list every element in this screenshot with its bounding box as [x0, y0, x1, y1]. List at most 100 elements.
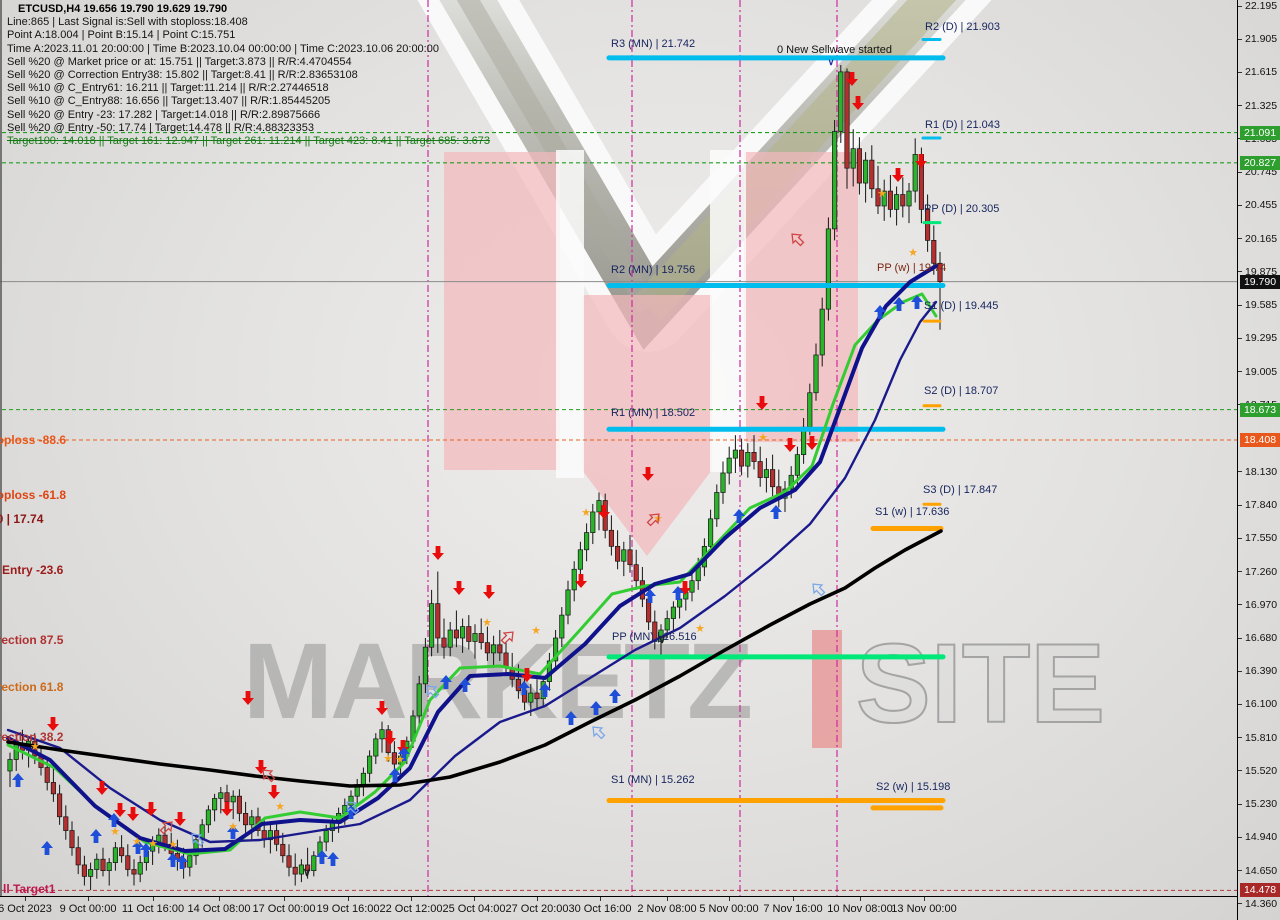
time-axis[interactable]: 6 Oct 2023 9 Oct 00:00 11 Oct 16:00 14 Oct …	[0, 896, 1237, 920]
price-tick	[1238, 770, 1242, 772]
candle-body	[373, 738, 379, 757]
hollow-arrow-icon	[426, 685, 440, 699]
candle-body	[305, 864, 311, 872]
candle-body	[267, 830, 273, 841]
candle-body	[131, 869, 137, 875]
price-tick	[1238, 171, 1242, 173]
time-tick-label: 6 Oct 2023	[0, 903, 52, 915]
sell-arrow-icon	[96, 781, 108, 795]
time-tick-label: 7 Nov 16:00	[763, 903, 823, 915]
price-tick-label: 16.390	[1245, 665, 1278, 678]
swing-check-icon: ∨	[658, 632, 667, 646]
candle-body	[63, 816, 69, 831]
price-tick	[1238, 105, 1242, 107]
candle-body	[559, 614, 565, 639]
buy-arrow-icon	[873, 305, 886, 319]
pivot-level-lines	[606, 37, 946, 811]
price-tick	[1238, 670, 1242, 672]
candle-body	[497, 644, 503, 654]
price-tick	[1238, 504, 1242, 506]
price-tick	[1238, 803, 1242, 805]
buy-arrow-icon	[12, 773, 25, 787]
candle-body	[844, 71, 850, 169]
candle-body	[664, 618, 670, 631]
candle-body	[726, 457, 732, 474]
candle-body	[528, 692, 534, 703]
candle-body	[466, 626, 472, 642]
sell-arrow-icon	[384, 731, 396, 745]
buy-arrow-icon	[732, 509, 745, 523]
candle-body	[931, 240, 937, 264]
price-tick-label: 17.550	[1245, 532, 1278, 545]
price-badge: 19.790	[1240, 274, 1280, 289]
candle-body	[230, 795, 236, 803]
candle-body	[863, 159, 869, 184]
candle-body	[670, 606, 676, 619]
candle-body	[323, 830, 329, 843]
candle-body	[7, 759, 13, 772]
candle-body	[577, 549, 583, 570]
logo-watermark	[417, 0, 992, 556]
price-tick	[1238, 238, 1242, 240]
candle-body	[106, 862, 112, 872]
sell-arrow-icon	[574, 574, 587, 588]
price-tick	[1238, 304, 1242, 306]
price-tick	[1238, 38, 1242, 40]
price-tick	[1238, 204, 1242, 206]
candle-body	[714, 492, 720, 520]
info-line: Sell %10 @ C_Entry88: 16.656 || Target:1…	[7, 95, 331, 108]
buy-arrow-icon	[108, 813, 120, 827]
info-line: Sell %20 @ Market price or at: 15.751 ||…	[7, 55, 352, 68]
candle-body	[379, 729, 385, 740]
time-tick	[729, 897, 730, 901]
buy-arrow-icon	[316, 850, 328, 864]
candle-body	[212, 798, 218, 811]
candle-body	[590, 511, 596, 533]
price-tick-label: 19.295	[1245, 332, 1278, 345]
star-icon: ★	[383, 753, 393, 765]
price-tick-label: 18.130	[1245, 465, 1278, 478]
time-tick-label: 2 Nov 08:00	[637, 903, 697, 915]
candle-body	[925, 209, 931, 241]
candle-body	[584, 532, 590, 551]
candle-body	[553, 637, 559, 662]
time-tick	[348, 897, 349, 901]
candle-body	[112, 847, 118, 863]
price-badge: 21.091	[1240, 125, 1280, 140]
sell-arrow-icon	[242, 691, 255, 705]
info-line: Point A:18.004 | Point B:15.14 | Point C…	[7, 29, 236, 42]
buy-arrow-icon	[564, 711, 577, 725]
candle-body	[900, 194, 906, 207]
buy-arrow-icon	[910, 295, 923, 309]
watermark-text: MARKETZ SITE	[243, 620, 1106, 748]
time-tick-label: 14 Oct 08:00	[187, 903, 251, 915]
candle-body	[286, 855, 292, 868]
sell-arrow-icon	[268, 785, 280, 799]
star-icon: ★	[110, 826, 120, 838]
info-line: Sell %20 @ Entry -23: 17.282 | Target:14…	[7, 108, 321, 121]
candle-body	[807, 392, 813, 428]
star-icon: ★	[395, 754, 405, 766]
buy-arrow-icon	[589, 701, 602, 715]
hollow-arrow-icon	[791, 233, 805, 247]
price-axis[interactable]: 22.19521.90521.61521.32521.03520.74520.4…	[1237, 0, 1280, 920]
time-tick	[924, 897, 925, 901]
candle-body	[850, 148, 856, 169]
price-tick-label: 14.940	[1245, 831, 1278, 844]
price-badge: 14.478	[1240, 883, 1280, 898]
sell-arrow-icon	[221, 802, 234, 816]
candle-body	[757, 461, 763, 478]
candle-body	[484, 642, 490, 654]
info-line: Sell %20 @ Entry -50: 17.74 | Target:14.…	[7, 121, 314, 134]
candle-body	[205, 809, 211, 826]
star-icon: ★	[275, 801, 285, 813]
candle-body	[689, 580, 695, 593]
signal-info-lines: Line:865 | Last Signal is:Sell with stop…	[7, 16, 490, 135]
buy-arrow-icon	[608, 689, 621, 703]
candle-body	[832, 131, 838, 230]
hollow-arrow-icon	[592, 726, 606, 740]
info-line: Sell %20 @ Correction Entry38: 15.802 ||…	[7, 69, 358, 82]
price-tick	[1238, 71, 1242, 73]
